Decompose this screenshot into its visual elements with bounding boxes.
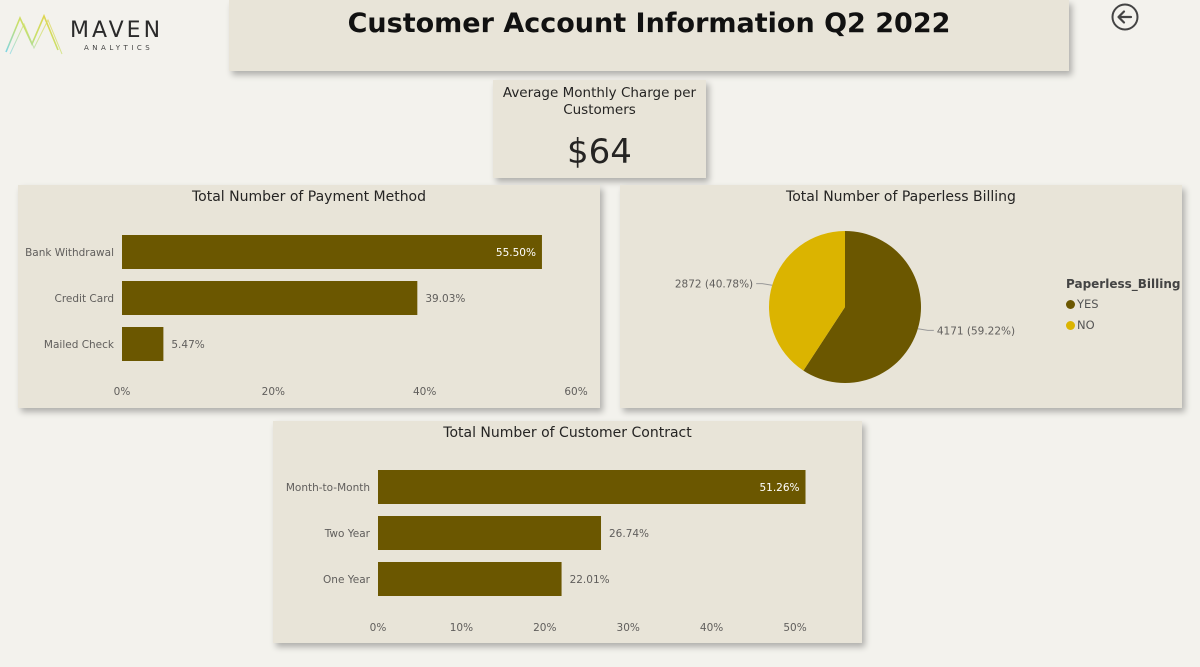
legend-dot [1066, 300, 1075, 309]
bar[interactable] [122, 281, 418, 315]
chart-title: Total Number of Customer Contract [443, 425, 692, 441]
legend-label: NO [1077, 318, 1095, 332]
bar[interactable] [378, 516, 602, 550]
back-button[interactable] [1110, 2, 1140, 32]
page-title: Customer Account Information Q2 2022 [347, 8, 951, 39]
chart-title: Total Number of Payment Method [191, 189, 427, 205]
maven-logo-icon [5, 13, 63, 55]
kpi-label: Average Monthly Charge per Customers [502, 85, 697, 118]
legend-item-yes[interactable]: YES [1066, 297, 1181, 311]
back-arrow-icon [1111, 3, 1139, 31]
chart-title: Total Number of Paperless Billing [786, 189, 1016, 205]
data-label: 22.01% [570, 574, 610, 586]
tick-label: 40% [413, 386, 436, 398]
category-label: Month-to-Month [286, 482, 370, 494]
tick-label: 60% [564, 386, 587, 398]
customer-contract-chart: Total Number of Customer Contract Month-… [273, 421, 862, 643]
bar[interactable] [378, 562, 562, 596]
paperless-billing-chart: Total Number of Paperless Billing 4171 (… [620, 185, 1182, 408]
category-label: Bank Withdrawal [25, 247, 114, 259]
bar[interactable] [122, 327, 164, 361]
bar[interactable] [378, 470, 806, 504]
pie-slice-yes[interactable] [803, 231, 921, 383]
category-label: Mailed Check [44, 339, 115, 351]
pie-slice-no[interactable] [769, 231, 845, 371]
tick-label: 40% [700, 622, 723, 634]
payment-method-chart: Total Number of Payment Method Bank With… [18, 185, 600, 408]
slice-label: 2872 (40.78%) [675, 279, 753, 291]
tick-label: 30% [617, 622, 640, 634]
legend-dot [1066, 321, 1075, 330]
data-label: 26.74% [609, 528, 649, 540]
leader-line [756, 283, 773, 286]
category-label: One Year [323, 574, 371, 586]
tick-label: 0% [114, 386, 131, 398]
kpi-value: $64 [567, 132, 632, 172]
tick-label: 50% [783, 622, 806, 634]
category-label: Two Year [324, 528, 371, 540]
data-label: 5.47% [171, 339, 204, 351]
customer-contract-plot: Month-to-Month 51.26% Two Year 26.74% One Ye… [286, 470, 807, 634]
tick-label: 10% [450, 622, 473, 634]
tick-label: 20% [533, 622, 556, 634]
legend-label: YES [1077, 297, 1099, 311]
tick-label: 0% [370, 622, 387, 634]
legend: Paperless_Billing YES NO [1066, 277, 1181, 339]
maven-analytics-logo: MAVEN ANALYTICS [4, 10, 189, 56]
data-label: 39.03% [425, 293, 465, 305]
slice-label: 4171 (59.22%) [937, 325, 1015, 337]
data-label: 51.26% [759, 482, 799, 494]
bar[interactable] [122, 235, 542, 269]
kpi-card: Average Monthly Charge per Customers $64 [493, 80, 706, 178]
logo-subtitle: ANALYTICS [84, 44, 154, 52]
payment-method-plot: Bank Withdrawal 55.50% Credit Card 39.03% Ma… [25, 235, 588, 398]
paperless-billing-plot: 4171 (59.22%) 2872 (40.78%) [675, 231, 1015, 383]
logo-wordmark: MAVEN [70, 18, 164, 43]
title-card: Customer Account Information Q2 2022 [229, 0, 1069, 71]
legend-item-no[interactable]: NO [1066, 318, 1181, 332]
data-label: 55.50% [496, 247, 536, 259]
legend-title: Paperless_Billing [1066, 277, 1181, 291]
category-label: Credit Card [55, 293, 114, 305]
tick-label: 20% [262, 386, 285, 398]
leader-line [917, 328, 934, 331]
